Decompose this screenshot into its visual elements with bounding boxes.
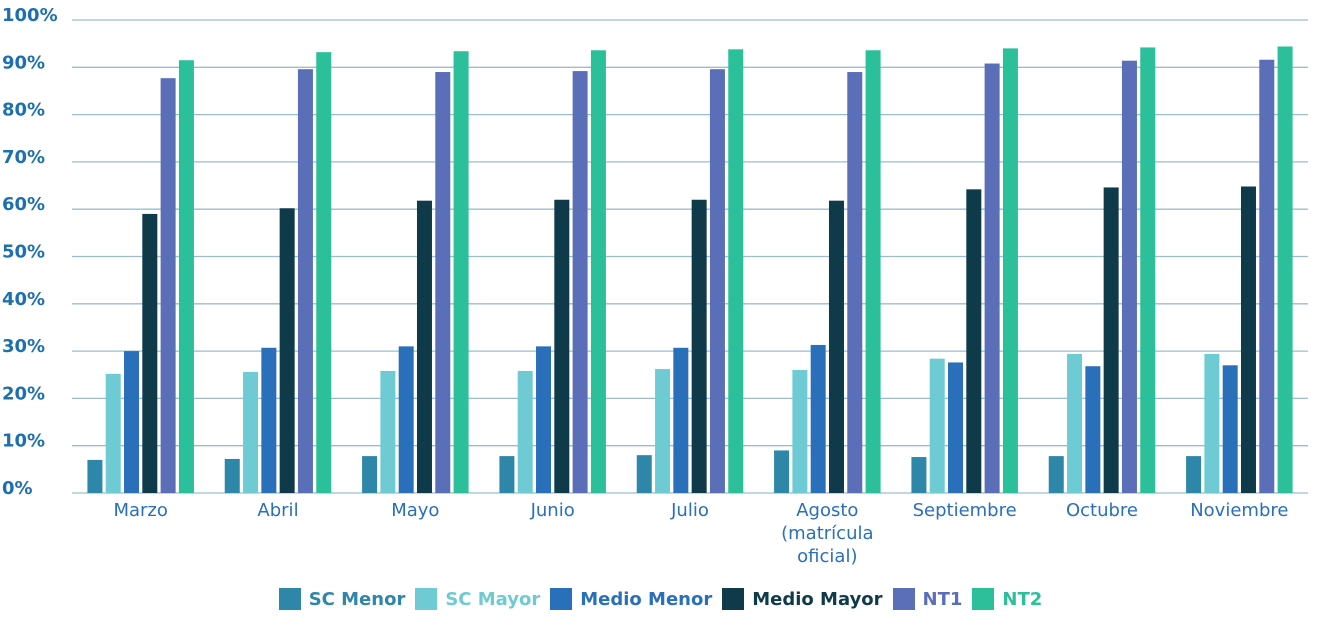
bar xyxy=(1002,48,1018,493)
y-tick-label: 90% xyxy=(2,52,45,73)
legend-label: SC Mayor xyxy=(445,588,541,610)
legend-item: Medio Mayor xyxy=(722,588,883,610)
bar xyxy=(362,456,378,493)
bar xyxy=(124,351,140,493)
bar xyxy=(810,344,826,493)
bar xyxy=(774,450,790,493)
legend-item: NT2 xyxy=(972,588,1042,610)
bar xyxy=(728,49,744,494)
bar xyxy=(1240,186,1256,493)
legend-item: SC Menor xyxy=(278,588,406,610)
legend-label: NT2 xyxy=(1002,588,1043,610)
bar xyxy=(911,457,927,493)
y-tick-label: 0% xyxy=(2,478,33,499)
bar xyxy=(865,50,881,493)
bar xyxy=(435,72,451,493)
x-tick-label: Junio xyxy=(530,500,575,521)
legend-swatch xyxy=(278,588,301,610)
bar xyxy=(828,200,844,493)
bar xyxy=(243,371,259,493)
legend-swatch xyxy=(415,588,438,610)
bar xyxy=(279,208,295,493)
legend-swatch xyxy=(972,588,995,610)
bar xyxy=(1277,46,1293,493)
bar xyxy=(517,370,533,493)
bar xyxy=(453,51,469,494)
x-tick-label: Octubre xyxy=(1065,500,1139,521)
y-tick-label: 100% xyxy=(2,5,58,26)
bar xyxy=(691,199,707,494)
legend-label: Medio Menor xyxy=(580,588,713,610)
legend-swatch xyxy=(550,588,573,610)
bar xyxy=(499,456,515,493)
y-tick-label: 20% xyxy=(2,383,45,404)
legend-label: NT1 xyxy=(922,588,963,610)
bar xyxy=(416,200,432,493)
bar xyxy=(87,459,103,493)
bar xyxy=(929,358,945,493)
bar xyxy=(709,69,725,493)
bar xyxy=(1048,456,1064,493)
bar xyxy=(1103,187,1119,493)
bar xyxy=(673,347,689,493)
bar xyxy=(261,347,277,493)
bar xyxy=(1140,47,1156,494)
bar xyxy=(178,60,194,494)
y-tick-label: 40% xyxy=(2,289,45,310)
bar xyxy=(224,458,240,493)
y-tick-label: 60% xyxy=(2,194,45,215)
bar xyxy=(1085,366,1101,493)
bar xyxy=(398,346,414,493)
bar xyxy=(590,50,606,493)
bar xyxy=(105,373,121,493)
x-tick-label: Marzo xyxy=(113,500,168,521)
y-tick-label: 50% xyxy=(2,242,45,263)
bar xyxy=(1067,353,1083,493)
legend-label: SC Menor xyxy=(308,588,406,610)
y-tick-label: 70% xyxy=(2,147,45,168)
x-tick-label: Noviembre xyxy=(1190,500,1289,521)
bar xyxy=(792,370,808,493)
x-tick-label: Abril xyxy=(257,500,299,521)
legend: SC Menor SC Mayor Medio Menor Medio Mayor NT… xyxy=(0,588,1321,610)
y-tick-label: 30% xyxy=(2,336,45,357)
bar xyxy=(655,369,671,493)
bar xyxy=(847,72,863,493)
bar xyxy=(948,362,964,493)
bar xyxy=(380,370,396,493)
bar xyxy=(536,346,552,493)
y-tick-label: 10% xyxy=(2,431,45,452)
bar xyxy=(1204,353,1220,493)
x-tick-label: Agosto (matrícula oficial) xyxy=(781,500,874,567)
bar xyxy=(316,52,332,493)
bar xyxy=(966,189,982,494)
x-tick-label: Julio xyxy=(671,500,709,521)
x-tick-label: Septiembre xyxy=(912,500,1017,521)
bar xyxy=(1259,59,1275,494)
legend-swatch xyxy=(892,588,915,610)
x-tick-label: Mayo xyxy=(391,500,440,521)
bar xyxy=(984,63,1000,494)
legend-item: Medio Menor xyxy=(550,588,712,610)
bar xyxy=(1186,456,1202,493)
bar xyxy=(572,71,588,494)
bar xyxy=(142,213,158,493)
legend-swatch xyxy=(722,588,745,610)
bar xyxy=(160,78,176,493)
bar xyxy=(297,69,313,493)
legend-label: Medio Mayor xyxy=(752,588,883,610)
bar xyxy=(636,455,652,493)
bar xyxy=(1121,60,1137,493)
y-tick-label: 80% xyxy=(2,100,45,121)
legend-item: SC Mayor xyxy=(415,588,540,610)
bar xyxy=(554,199,570,494)
bar xyxy=(1222,365,1238,493)
legend-item: NT1 xyxy=(892,588,963,610)
